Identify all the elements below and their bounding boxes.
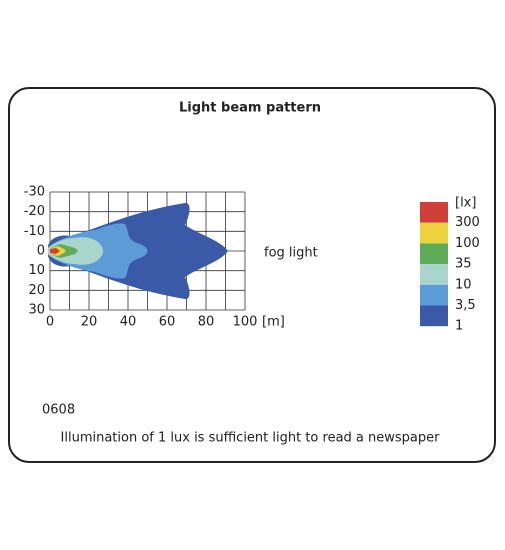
y-tick-label: -30 [24, 185, 45, 200]
legend: 300 100 35 10 3,5 1 [420, 202, 480, 334]
title: Light beam pattern [179, 101, 321, 116]
legend-swatch [420, 284, 448, 306]
legend-label: 300 [455, 215, 480, 230]
y-tick-label: -10 [24, 224, 45, 239]
x-tick-label: 60 [159, 315, 176, 330]
legend-label: 100 [455, 236, 480, 251]
legend-label: 3,5 [455, 298, 476, 313]
x-unit: [m] [262, 315, 285, 330]
x-tick-label: 80 [198, 315, 215, 330]
x-tick-label: 100 [233, 315, 258, 330]
beam-pattern [48, 202, 228, 300]
y-tick-label: 30 [28, 303, 45, 318]
y-tick-label: 10 [28, 263, 45, 278]
legend-label: 1 [455, 319, 463, 334]
legend-swatch [420, 305, 448, 327]
legend-swatch [420, 243, 448, 265]
x-tick-label: 40 [120, 315, 137, 330]
code: 0608 [42, 403, 75, 418]
y-tick-label: 20 [28, 283, 45, 298]
legend-unit: [lx] [455, 196, 476, 211]
legend-swatch [420, 202, 448, 223]
x-tick-label: 0 [46, 315, 54, 330]
y-tick-label: -20 [24, 204, 45, 219]
x-tick-label: 20 [81, 315, 98, 330]
legend-label: 35 [455, 257, 472, 272]
note: Illumination of 1 lux is sufficient ligh… [61, 431, 441, 446]
frame [8, 87, 496, 463]
beam-label: fog light [264, 246, 318, 261]
y-tick-label: 0 [37, 244, 45, 259]
legend-swatch [420, 222, 448, 244]
legend-label: 10 [455, 277, 472, 292]
zone-300 [50, 248, 60, 254]
legend-swatch [420, 264, 448, 285]
